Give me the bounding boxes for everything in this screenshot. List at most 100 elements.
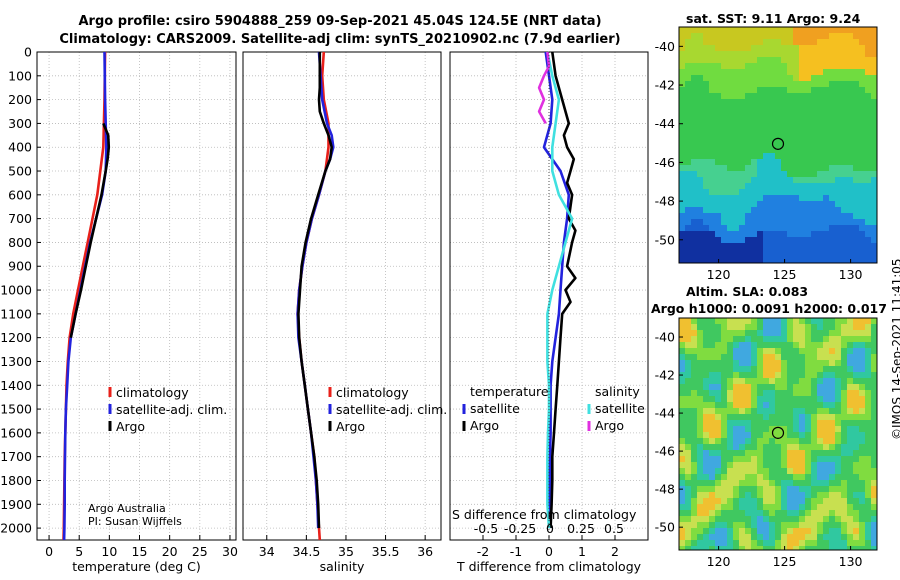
sst-map-cell [709, 165, 715, 171]
sla-map-cell [871, 432, 877, 438]
sst-map-cell [823, 231, 829, 237]
sla-map-cell [841, 372, 847, 378]
depth-tick-label: 1800 [0, 473, 32, 488]
sla-map-cell [829, 456, 835, 462]
sla-map-cell [865, 468, 871, 474]
sst-map-cell [871, 45, 877, 51]
sla-map-cell [745, 378, 751, 384]
sst-map-cell [697, 201, 703, 207]
salinity-diff-tick-label: 0.5 [604, 521, 624, 536]
sst-map-cell [709, 129, 715, 135]
sst-map-cell [847, 195, 853, 201]
sst-map-cell [787, 123, 793, 129]
sst-map-cell [757, 93, 763, 99]
sla-map-cell [703, 516, 709, 522]
sst-map-cell [793, 159, 799, 165]
sla-map-cell [733, 414, 739, 420]
sst-map-cell [847, 153, 853, 159]
sst-map-cell [781, 81, 787, 87]
credit-line1: Argo Australia [88, 502, 166, 515]
sst-map-cell [835, 57, 841, 63]
sla-map-cell [727, 426, 733, 432]
sla-map-cell [841, 492, 847, 498]
sla-map-cell [817, 366, 823, 372]
sla-map-cell [739, 378, 745, 384]
sla-map-cell [871, 510, 877, 516]
sst-map-cell [721, 231, 727, 237]
sla-map-cell [751, 414, 757, 420]
sla-map-cell [841, 528, 847, 534]
sla-map-cell [781, 444, 787, 450]
sla-map-cell [697, 456, 703, 462]
sla-map-cell [805, 360, 811, 366]
sst-map-cell [769, 159, 775, 165]
sla-map-cell [775, 480, 781, 486]
sla-map-cell [751, 432, 757, 438]
sst-map-cell [703, 153, 709, 159]
sst-map-cell [727, 171, 733, 177]
sla-map-cell [823, 534, 829, 540]
sst-map-cell [733, 63, 739, 69]
sst-map-cell [697, 159, 703, 165]
sst-map-cell [775, 153, 781, 159]
sla-map-cell [847, 348, 853, 354]
sst-map-cell [733, 195, 739, 201]
sla-map-cell [871, 330, 877, 336]
sla-map-cell [793, 456, 799, 462]
sst-map-cell [793, 93, 799, 99]
sst-map-cell [853, 261, 859, 263]
sst-map-cell [811, 129, 817, 135]
sla-map-cell [799, 420, 805, 426]
sla-map-cell [703, 492, 709, 498]
legend-label-climatology: climatology [116, 385, 189, 400]
sst-map-cell [871, 99, 877, 105]
sla-map-cell [685, 390, 691, 396]
sla-map-cell [823, 378, 829, 384]
sla-map-cell [763, 348, 769, 354]
sst-map-cell [793, 219, 799, 225]
sst-map-cell [853, 111, 859, 117]
sst-map-cell [847, 93, 853, 99]
sst-map-cell [709, 99, 715, 105]
sla-map-cell [685, 324, 691, 330]
sla-map-cell [841, 402, 847, 408]
sla-map-cell [763, 438, 769, 444]
sst-map-cell [739, 243, 745, 249]
sla-map-ytick-label: -48 [655, 482, 675, 497]
sla-map-cell [691, 522, 697, 528]
sla-map-cell [805, 444, 811, 450]
sla-map-cell [871, 348, 877, 354]
sla-map-cell [763, 390, 769, 396]
sst-map-cell [685, 255, 691, 261]
sla-map-cell [679, 480, 685, 486]
sst-map-cell [679, 81, 685, 87]
sst-map-cell [793, 123, 799, 129]
sst-map-cell [871, 93, 877, 99]
sla-map-cell [751, 516, 757, 522]
sla-map-cell [835, 498, 841, 504]
sst-map-cell [787, 93, 793, 99]
sla-map-cell [709, 528, 715, 534]
sst-map-cell [745, 81, 751, 87]
sla-map-cell [775, 444, 781, 450]
sst-map-cell [733, 129, 739, 135]
sst-map-cell [835, 177, 841, 183]
sst-map-cell [829, 165, 835, 171]
sla-map-cell [763, 366, 769, 372]
sla-map-cell [829, 420, 835, 426]
sla-map-cell [799, 336, 805, 342]
sst-map-cell [775, 237, 781, 243]
sla-map-cell [781, 486, 787, 492]
sla-map-cell [805, 408, 811, 414]
sla-map-cell [733, 390, 739, 396]
sst-map-cell [811, 99, 817, 105]
sla-map-cell [823, 546, 829, 550]
sst-map-cell [799, 147, 805, 153]
sla-map-cell [775, 432, 781, 438]
sla-map-cell [745, 462, 751, 468]
sst-map-cell [835, 189, 841, 195]
sla-map-cell [763, 330, 769, 336]
sst-map-cell [871, 147, 877, 153]
sst-map-cell [775, 189, 781, 195]
sst-map-cell [793, 27, 799, 33]
